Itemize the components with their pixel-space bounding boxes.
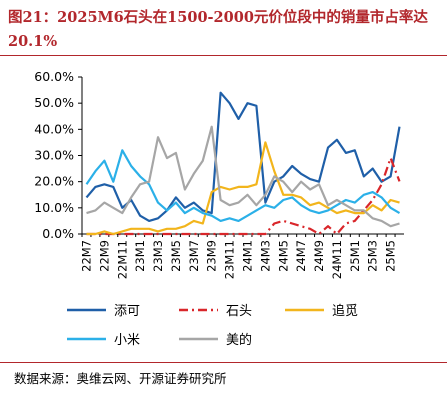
x-tick-label: 24M3 — [258, 240, 272, 272]
x-tick-label: 22M9 — [97, 240, 111, 272]
y-tick-label: 0.0% — [42, 226, 74, 241]
series-line — [86, 125, 400, 228]
x-tick-label: 23M9 — [205, 240, 219, 272]
chart-axes: 0.0% 10.0% 20.0% 30.0% 40.0% 50.0% 60.0% 22M7 22… — [34, 69, 404, 279]
series-line — [86, 141, 400, 236]
figure-title: 图21：2025M6石头在1500-2000元价位段中的销量市占率达 20.1% — [8, 9, 428, 50]
y-tick-label: 50.0% — [34, 95, 74, 110]
x-tick-label: 23M1 — [133, 240, 147, 272]
x-tick-label: 25M3 — [366, 240, 380, 272]
x-tick-label: 24M9 — [312, 240, 326, 272]
y-tick-label: 10.0% — [34, 200, 74, 215]
line-chart: 0.0% 10.0% 20.0% 30.0% 40.0% 50.0% 60.0% 22M7 22… — [34, 69, 404, 348]
x-tick-label: 23M7 — [187, 240, 201, 272]
x-tick-label: 23M5 — [169, 240, 183, 272]
legend-label: 美的 — [226, 332, 252, 348]
x-tick-label: 24M11 — [330, 240, 344, 279]
y-tick-label: 60.0% — [34, 69, 74, 84]
legend-label: 添可 — [114, 304, 140, 319]
x-tick-label: 23M3 — [151, 240, 165, 272]
x-tick-label: 24M1 — [240, 240, 254, 272]
x-tick-label: 22M7 — [79, 240, 93, 272]
y-tick-label: 30.0% — [34, 148, 74, 163]
source-note: 数据来源：奥维云网、开源证券研究所 — [14, 371, 227, 386]
chart-series-lines — [85, 91, 401, 236]
x-tick-label: 25M5 — [384, 240, 398, 272]
y-tick-label: 40.0% — [34, 121, 74, 136]
title-divider — [0, 55, 447, 56]
y-tick-label: 20.0% — [34, 174, 74, 189]
series-line — [85, 91, 401, 222]
x-tick-label: 24M7 — [294, 240, 308, 272]
legend-label: 小米 — [114, 333, 140, 348]
legend-label: 石头 — [226, 304, 252, 319]
series-line — [85, 149, 401, 222]
x-tick-label: 25M1 — [348, 240, 362, 272]
series-line — [86, 156, 401, 236]
x-tick-label: 22M11 — [115, 240, 129, 279]
x-tick-label: 24M5 — [276, 240, 290, 272]
legend-label: 追觅 — [332, 303, 358, 319]
source-divider — [0, 362, 447, 363]
x-tick-label: 23M11 — [223, 240, 237, 279]
